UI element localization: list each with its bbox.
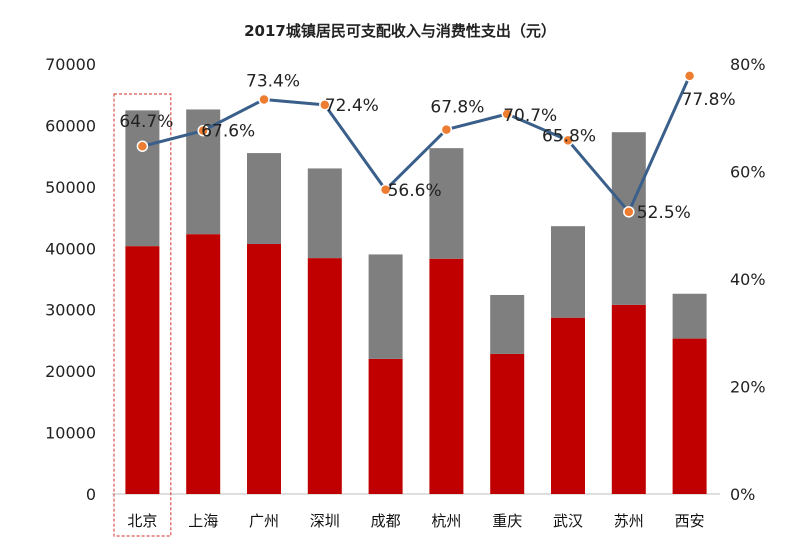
percent-marker <box>136 140 149 152</box>
percent-marker <box>562 134 574 147</box>
chart-title: 2017城镇居民可支配收入与消费性支出（元） <box>244 22 556 40</box>
percent-data-label: 67.8% <box>430 98 484 118</box>
right-tick-label: 80% <box>730 55 766 74</box>
percent-marker <box>319 99 331 111</box>
left-tick-label: 50000 <box>45 178 96 197</box>
bar-top-segment <box>551 226 585 318</box>
bars-group <box>125 109 707 494</box>
left-tick-label: 30000 <box>45 301 96 320</box>
bar-bottom-segment <box>368 358 403 494</box>
category-labels: 北京 上海 广州 深圳 成都 杭州 重庆 武汉 苏州 西安 <box>127 512 704 530</box>
bar-top-segment <box>368 254 403 359</box>
bar-top-segment <box>490 294 525 354</box>
bar-bottom-segment <box>186 234 221 494</box>
left-tick-label: 70000 <box>45 55 96 74</box>
bar-bottom-segment <box>307 258 342 494</box>
right-axis: 0% 20% 40% 60% 80% <box>730 55 766 504</box>
percent-marker <box>258 93 270 106</box>
left-tick-label: 10000 <box>45 424 96 443</box>
percent-marker <box>683 70 696 82</box>
bar-bottom-segment <box>247 243 281 494</box>
category-label: 上海 <box>188 512 218 530</box>
right-tick-label: 20% <box>730 378 766 397</box>
category-label: 苏州 <box>614 512 644 530</box>
category-label: 武汉 <box>553 512 583 530</box>
left-tick-label: 20000 <box>45 362 96 381</box>
percent-line <box>142 75 691 214</box>
bar-bottom-segment <box>611 304 646 494</box>
bar-bottom-segment <box>125 246 160 494</box>
category-label: 西安 <box>675 512 705 530</box>
bar-top-segment <box>247 153 281 244</box>
percent-data-label: 64.7% <box>119 112 173 132</box>
percent-marker <box>197 124 209 137</box>
percent-data-label: 56.6% <box>388 181 442 201</box>
bar-bottom-segment <box>551 317 585 494</box>
percent-data-label: 70.7% <box>503 106 557 126</box>
left-axis: 0 10000 20000 30000 40000 50000 60000 70000 <box>45 55 96 504</box>
bar-top-segment <box>611 132 646 305</box>
percent-marker <box>440 123 453 136</box>
bar-top-segment <box>672 293 707 339</box>
bar-top-segment <box>429 148 464 259</box>
bar-bottom-segment <box>672 338 707 494</box>
left-tick-label: 40000 <box>45 239 96 258</box>
percent-data-label: 52.5% <box>637 203 691 223</box>
percent-marker <box>623 206 635 218</box>
left-tick-label: 0 <box>86 485 96 504</box>
right-tick-label: 40% <box>730 270 766 289</box>
category-label: 成都 <box>371 512 401 530</box>
percent-data-label: 72.4% <box>325 96 379 116</box>
line-series: 64.7% 67.6% 73.4% 72.4% 56.6% 67.8% 70.7%65.8%… <box>119 70 736 223</box>
bar-bottom-segment <box>490 353 525 494</box>
bar-bottom-segment <box>429 258 464 494</box>
percent-data-label: 65.8% <box>542 126 596 146</box>
percent-marker <box>501 108 513 120</box>
percent-data-label: 73.4% <box>246 71 300 91</box>
bar-top-segment <box>307 168 342 259</box>
category-label: 北京 <box>127 512 157 530</box>
left-tick-label: 60000 <box>45 116 96 135</box>
percent-data-label: 77.8% <box>682 90 736 110</box>
percent-data-label: 67.6% <box>201 122 255 142</box>
percent-marker <box>379 184 392 196</box>
category-label: 重庆 <box>492 512 522 530</box>
right-tick-label: 0% <box>730 485 755 504</box>
bar-top-segment <box>125 110 160 247</box>
highlight-box <box>113 93 172 537</box>
category-label: 广州 <box>249 512 279 530</box>
category-label: 深圳 <box>310 512 340 530</box>
category-label: 杭州 <box>431 512 461 530</box>
right-tick-label: 60% <box>730 163 766 182</box>
